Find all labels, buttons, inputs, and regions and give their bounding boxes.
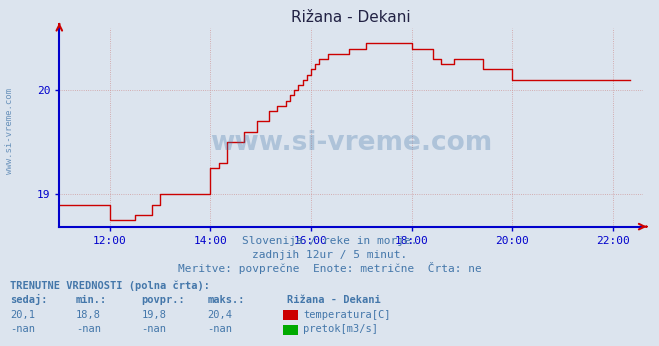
Text: 20,1: 20,1 [10, 310, 35, 320]
Text: maks.:: maks.: [208, 295, 245, 305]
Text: Rižana - Dekani: Rižana - Dekani [287, 295, 380, 305]
Text: Meritve: povprečne  Enote: metrične  Črta: ne: Meritve: povprečne Enote: metrične Črta:… [178, 262, 481, 274]
Text: 19,8: 19,8 [142, 310, 167, 320]
Title: Rižana - Dekani: Rižana - Dekani [291, 10, 411, 25]
Text: www.si-vreme.com: www.si-vreme.com [5, 89, 14, 174]
Text: -nan: -nan [10, 324, 35, 334]
Text: www.si-vreme.com: www.si-vreme.com [210, 130, 492, 156]
Text: 18,8: 18,8 [76, 310, 101, 320]
Text: povpr.:: povpr.: [142, 295, 185, 305]
Text: pretok[m3/s]: pretok[m3/s] [303, 324, 378, 334]
Text: Slovenija / reke in morje.: Slovenija / reke in morje. [242, 236, 417, 246]
Text: -nan: -nan [76, 324, 101, 334]
Text: min.:: min.: [76, 295, 107, 305]
Text: -nan: -nan [208, 324, 233, 334]
Text: sedaj:: sedaj: [10, 294, 47, 305]
Text: -nan: -nan [142, 324, 167, 334]
Text: temperatura[C]: temperatura[C] [303, 310, 391, 320]
Text: TRENUTNE VREDNOSTI (polna črta):: TRENUTNE VREDNOSTI (polna črta): [10, 280, 210, 291]
Text: 20,4: 20,4 [208, 310, 233, 320]
Text: zadnjih 12ur / 5 minut.: zadnjih 12ur / 5 minut. [252, 250, 407, 260]
